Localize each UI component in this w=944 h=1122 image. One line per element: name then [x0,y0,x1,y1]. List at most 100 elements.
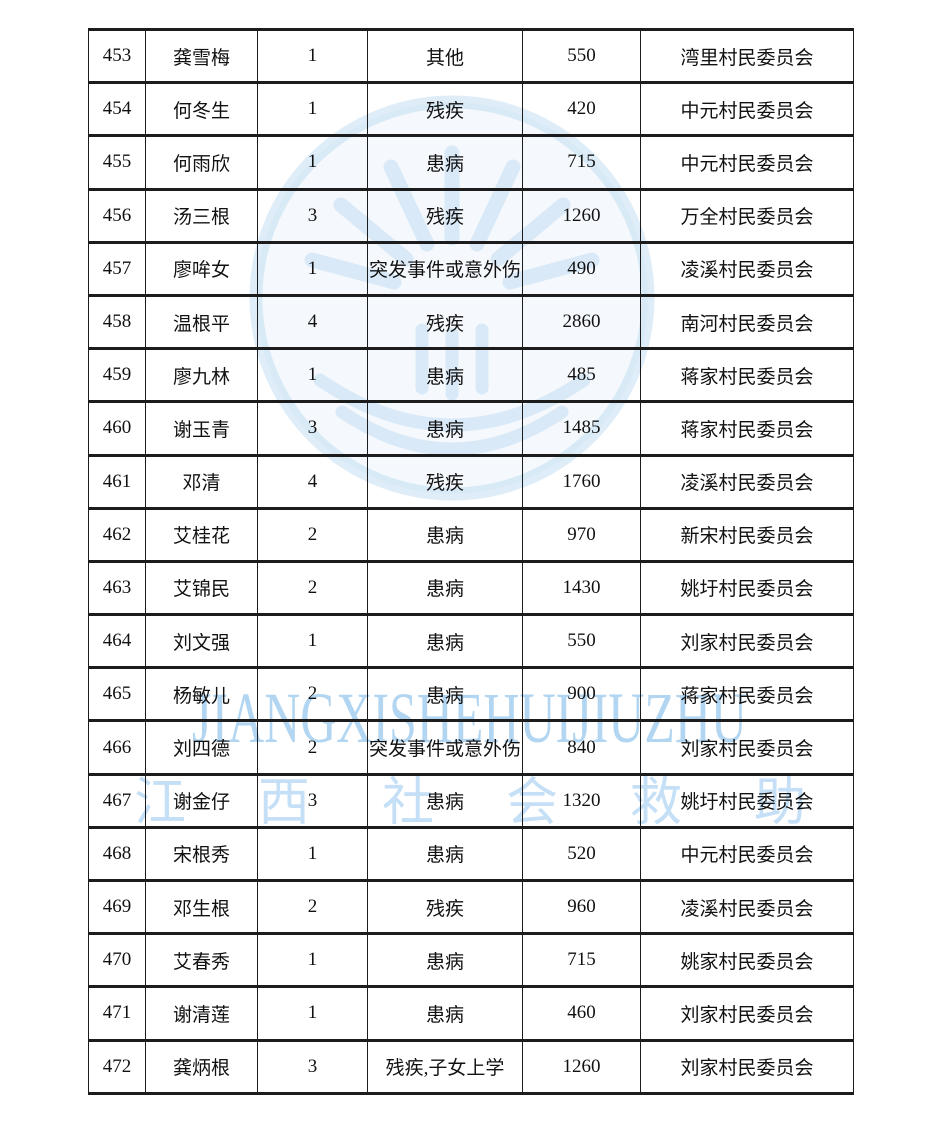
cell-committee: 姚圩村民委员会 [640,559,854,615]
cell-reason: 患病 [367,772,523,828]
cell-committee: 姚圩村民委员会 [640,772,854,828]
cell-count: 1 [257,985,368,1041]
table-row: 466 刘四德 2 突发事件或意外伤 840 刘家村民委员会 [88,719,854,775]
cell-reason: 患病 [367,932,523,987]
cell-count: 2 [257,719,368,775]
cell-committee: 刘家村民委员会 [640,719,854,775]
cell-committee: 姚家村民委员会 [640,932,854,987]
cell-reason: 残疾 [367,878,523,934]
cell-count: 4 [257,293,368,349]
cell-no: 472 [88,1038,146,1095]
cell-count: 1 [257,27,368,83]
cell-amount: 485 [522,347,641,402]
cell-name: 龚雪梅 [145,27,258,83]
cell-committee: 中元村民委员会 [640,825,854,881]
cell-amount: 900 [522,666,641,721]
cell-reason: 突发事件或意外伤 [367,240,523,296]
table-row: 469 邓生根 2 残疾 960 凌溪村民委员会 [88,878,854,934]
cell-reason: 其他 [367,27,523,83]
cell-reason: 患病 [367,985,523,1041]
cell-amount: 490 [522,240,641,296]
cell-committee: 刘家村民委员会 [640,985,854,1041]
cell-count: 4 [257,453,368,509]
cell-amount: 2860 [522,293,641,349]
cell-reason: 患病 [367,506,523,562]
table-row: 464 刘文强 1 患病 550 刘家村民委员会 [88,613,854,668]
cell-no: 464 [88,613,146,668]
cell-count: 3 [257,187,368,243]
cell-name: 谢玉青 [145,400,258,455]
table-row: 465 杨敏儿 2 患病 900 蒋家村民委员会 [88,666,854,721]
cell-no: 456 [88,187,146,243]
cell-committee: 新宋村民委员会 [640,506,854,562]
cell-count: 1 [257,932,368,987]
cell-no: 468 [88,825,146,881]
cell-count: 3 [257,400,368,455]
cell-amount: 960 [522,878,641,934]
cell-name: 艾桂花 [145,506,258,562]
cell-reason: 残疾 [367,187,523,243]
cell-committee: 蒋家村民委员会 [640,400,854,455]
cell-name: 温根平 [145,293,258,349]
cell-amount: 1260 [522,187,641,243]
cell-committee: 凌溪村民委员会 [640,878,854,934]
cell-committee: 凌溪村民委员会 [640,240,854,296]
cell-count: 3 [257,1038,368,1095]
cell-amount: 1485 [522,400,641,455]
cell-count: 2 [257,878,368,934]
cell-committee: 万全村民委员会 [640,187,854,243]
cell-committee: 刘家村民委员会 [640,613,854,668]
cell-reason: 患病 [367,613,523,668]
table-row: 471 谢清莲 1 患病 460 刘家村民委员会 [88,985,854,1041]
cell-name: 廖九林 [145,347,258,402]
table-row: 458 温根平 4 残疾 2860 南河村民委员会 [88,293,854,349]
table-row: 470 艾春秀 1 患病 715 姚家村民委员会 [88,932,854,987]
cell-count: 1 [257,613,368,668]
cell-reason: 患病 [367,400,523,455]
cell-no: 461 [88,453,146,509]
cell-count: 1 [257,347,368,402]
cell-committee: 蒋家村民委员会 [640,347,854,402]
cell-no: 471 [88,985,146,1041]
cell-count: 1 [257,81,368,136]
cell-reason: 患病 [367,134,523,190]
table-row: 459 廖九林 1 患病 485 蒋家村民委员会 [88,347,854,402]
cell-committee: 蒋家村民委员会 [640,666,854,721]
cell-count: 1 [257,240,368,296]
cell-amount: 1760 [522,453,641,509]
table-row: 455 何雨欣 1 患病 715 中元村民委员会 [88,134,854,190]
cell-amount: 550 [522,613,641,668]
cell-name: 谢金仔 [145,772,258,828]
table-row: 457 廖哞女 1 突发事件或意外伤 490 凌溪村民委员会 [88,240,854,296]
cell-count: 3 [257,772,368,828]
cell-name: 廖哞女 [145,240,258,296]
cell-no: 470 [88,932,146,987]
cell-amount: 520 [522,825,641,881]
cell-no: 467 [88,772,146,828]
table-row: 463 艾锦民 2 患病 1430 姚圩村民委员会 [88,559,854,615]
cell-count: 2 [257,559,368,615]
cell-count: 1 [257,134,368,190]
table-row: 453 龚雪梅 1 其他 550 湾里村民委员会 [88,27,854,83]
cell-amount: 420 [522,81,641,136]
table-row: 462 艾桂花 2 患病 970 新宋村民委员会 [88,506,854,562]
cell-committee: 中元村民委员会 [640,81,854,136]
cell-reason: 残疾 [367,453,523,509]
cell-reason: 患病 [367,666,523,721]
cell-amount: 715 [522,932,641,987]
table-body: 453 龚雪梅 1 其他 550 湾里村民委员会 454 何冬生 1 残疾 42… [88,27,854,1095]
cell-count: 2 [257,506,368,562]
table-row: 472 龚炳根 3 残疾,子女上学 1260 刘家村民委员会 [88,1038,854,1095]
cell-name: 宋根秀 [145,825,258,881]
cell-committee: 凌溪村民委员会 [640,453,854,509]
cell-reason: 残疾 [367,293,523,349]
cell-name: 刘四德 [145,719,258,775]
table-row: 460 谢玉青 3 患病 1485 蒋家村民委员会 [88,400,854,455]
cell-name: 刘文强 [145,613,258,668]
cell-amount: 715 [522,134,641,190]
cell-name: 杨敏儿 [145,666,258,721]
cell-no: 469 [88,878,146,934]
table-row: 456 汤三根 3 残疾 1260 万全村民委员会 [88,187,854,243]
cell-name: 何冬生 [145,81,258,136]
